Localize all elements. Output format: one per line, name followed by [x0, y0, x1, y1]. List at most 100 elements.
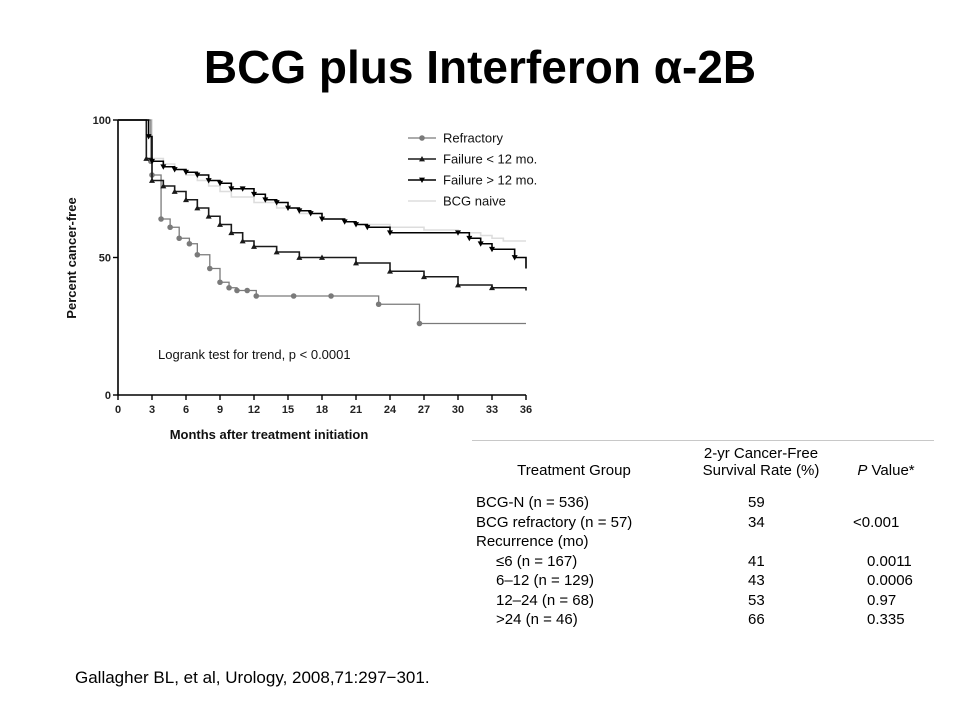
censor-mark — [387, 268, 393, 274]
censor-mark — [364, 224, 371, 231]
censor-mark — [253, 293, 260, 299]
header-p-rest: Value* — [867, 462, 915, 479]
censor-mark — [353, 260, 359, 266]
censor-mark — [262, 197, 269, 203]
censor-mark — [143, 155, 150, 161]
censor-mark — [167, 224, 173, 231]
censor-mark — [244, 287, 250, 294]
cell-treatment-group: >24 (n = 46) — [496, 611, 578, 628]
censor-mark — [205, 213, 212, 219]
censor-mark — [489, 246, 495, 253]
censor-mark — [421, 273, 427, 280]
cell-p-value: 0.335 — [867, 611, 905, 628]
legend-marker — [419, 177, 425, 183]
x-tick-label: 24 — [384, 404, 397, 416]
censor-mark — [217, 221, 223, 227]
table-row: Recurrence (mo) — [472, 532, 934, 552]
censor-mark — [145, 134, 152, 140]
censor-mark — [511, 255, 518, 261]
cell-treatment-group: ≤6 (n = 167) — [496, 552, 578, 570]
censor-mark — [176, 235, 182, 242]
x-tick-label: 3 — [149, 404, 155, 416]
citation: Gallagher BL, et al, Urology, 2008,71:29… — [75, 668, 430, 687]
censor-mark — [160, 183, 167, 189]
censor-mark — [285, 205, 291, 211]
x-tick-label: 33 — [486, 404, 498, 416]
censor-mark — [353, 222, 359, 228]
censor-mark — [273, 200, 280, 206]
table-row: 12–24 (n = 68) 53 0.97 — [472, 591, 934, 611]
x-tick-label: 12 — [248, 404, 260, 416]
censor-mark — [290, 293, 297, 299]
censor-mark — [228, 229, 235, 236]
series-line-refractory — [118, 119, 526, 325]
slide-title: BCG plus Interferon α-2B — [203, 41, 757, 93]
table-body: BCG-N (n = 536) 59 BCG refractory (n = 57)… — [472, 493, 934, 630]
header-survival-rate-line1: 2-yr Cancer-Free — [703, 445, 819, 462]
cell-survival-rate: 66 — [748, 611, 765, 628]
censor-mark — [328, 293, 334, 299]
legend-marker — [419, 135, 425, 141]
censor-mark — [217, 180, 223, 187]
cell-survival-rate: 59 — [748, 494, 765, 511]
censor-mark — [234, 287, 240, 294]
x-tick-label: 15 — [282, 404, 294, 416]
table-row: BCG-N (n = 536) 59 — [472, 493, 934, 513]
censor-mark — [466, 235, 473, 242]
cell-treatment-group: BCG-N (n = 536) — [476, 494, 589, 511]
cell-survival-rate: 43 — [748, 572, 765, 589]
cell-survival-rate: 53 — [748, 591, 765, 609]
censor-mark — [455, 230, 461, 236]
series-failure-12-mo — [118, 119, 527, 269]
censor-mark — [251, 243, 257, 249]
logrank-annotation: Logrank test for trend, p < 0.0001 — [158, 347, 351, 362]
censor-mark — [375, 301, 382, 308]
censor-mark — [160, 164, 167, 170]
cell-survival-rate: 41 — [748, 552, 765, 570]
censor-mark — [273, 249, 280, 255]
table-header: Treatment Group 2-yr Cancer-Free Surviva… — [472, 441, 934, 493]
x-tick-label: 0 — [115, 404, 121, 416]
header-p-letter: P — [857, 462, 868, 479]
y-tick-label: 100 — [93, 115, 111, 127]
x-tick-label: 30 — [452, 404, 464, 416]
censor-mark — [307, 211, 314, 217]
legend-label: Refractory — [443, 131, 503, 146]
censor-mark — [186, 240, 193, 247]
y-tick-label: 0 — [105, 390, 111, 402]
censor-mark — [477, 241, 484, 247]
censor-mark — [149, 158, 155, 165]
censor-mark — [171, 188, 178, 194]
censor-mark — [158, 216, 164, 222]
cell-treatment-group: 6–12 (n = 129) — [496, 572, 594, 589]
table-row: ≤6 (n = 167) 41 0.0011 — [472, 552, 934, 572]
x-tick-label: 27 — [418, 404, 430, 416]
censor-mark — [183, 196, 189, 203]
censor-mark — [171, 167, 178, 173]
censor-mark — [228, 186, 235, 192]
y-tick-label: 50 — [99, 253, 111, 265]
censor-mark — [319, 254, 325, 260]
censor-mark — [387, 230, 393, 236]
table-row: >24 (n = 46) 66 0.335 — [472, 610, 934, 630]
header-p-value: P Value* — [848, 462, 924, 479]
censor-mark — [217, 279, 223, 286]
censor-mark — [341, 219, 348, 225]
series-failure-12-mo — [118, 119, 527, 291]
censor-mark — [194, 251, 201, 258]
legend-marker — [419, 156, 425, 162]
x-axis-title: Months after treatment initiation — [170, 427, 369, 442]
legend-label: BCG naive — [443, 194, 506, 209]
cell-p-value: 0.0006 — [867, 572, 913, 589]
censor-mark — [194, 172, 201, 178]
results-table: Treatment Group 2-yr Cancer-Free Surviva… — [472, 440, 934, 630]
header-survival-rate: 2-yr Cancer-Free Survival Rate (%) — [686, 445, 836, 479]
censor-mark — [205, 178, 212, 184]
cell-treatment-group: BCG refractory (n = 57) — [476, 513, 633, 531]
x-tick-label: 9 — [217, 404, 223, 416]
censor-mark — [319, 216, 325, 222]
header-survival-rate-line2: Survival Rate (%) — [702, 462, 820, 479]
censor-mark — [251, 191, 257, 198]
chart-legend: Refractory Failure < 12 mo. Failure > 12 m… — [408, 131, 537, 209]
